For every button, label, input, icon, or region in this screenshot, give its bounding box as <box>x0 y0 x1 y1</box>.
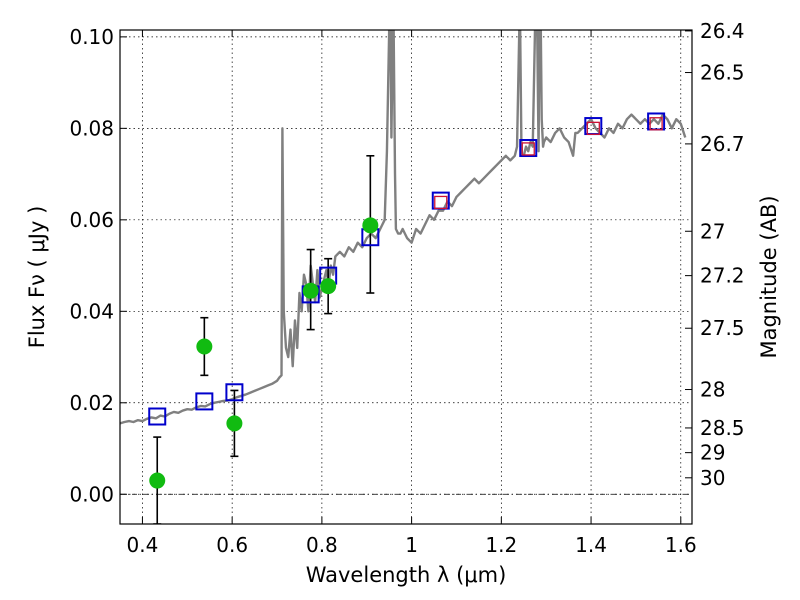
observed-point <box>149 472 166 489</box>
x-tick-label: 0.4 <box>127 533 159 557</box>
mag-tick-label: 26.7 <box>700 132 745 156</box>
model-box-inner <box>521 142 535 156</box>
x-axis-label: Wavelength λ (μm) <box>306 563 507 587</box>
y-tick-label: 0.02 <box>69 391 114 415</box>
observed-point <box>320 278 337 295</box>
mag-tick-label: 26.5 <box>700 61 745 85</box>
observed-point <box>226 415 243 432</box>
mag-tick-label: 28 <box>700 378 725 402</box>
x-tick-label: 1.4 <box>575 533 607 557</box>
plot-content <box>120 30 687 524</box>
spectrum-line <box>120 30 687 425</box>
x-tick-label: 0.6 <box>216 533 248 557</box>
plot-frame <box>119 29 693 525</box>
x-tick-label: 0.8 <box>306 533 338 557</box>
model-box <box>148 407 167 426</box>
x-tick-label: 1.2 <box>485 533 517 557</box>
observed-point <box>362 217 379 234</box>
model-box <box>195 392 214 411</box>
model-box <box>519 139 538 158</box>
x-tick-label: 1.6 <box>665 533 697 557</box>
mag-tick-label: 27.2 <box>700 264 745 288</box>
model-box-inner <box>434 195 448 210</box>
model-box-inner <box>649 117 663 131</box>
axis-ticks: 0.4 0.6 0.8 1 1.2 1.4 1.6 0.00 0.02 0.04 0.06 0.08 0… <box>69 19 744 557</box>
mag-tick-label: 28.5 <box>700 416 745 440</box>
mag-tick-label: 29 <box>700 441 725 465</box>
model-box <box>225 383 244 402</box>
grid-lines <box>120 30 692 524</box>
y-tick-label: 0.04 <box>69 299 114 323</box>
mag-tick-label: 27 <box>700 219 725 243</box>
mag-tick-label: 27.5 <box>700 316 745 340</box>
model-box-inner <box>586 121 600 135</box>
plot-area <box>120 30 692 524</box>
y2-axis-label: Magnitude (AB) <box>757 195 781 358</box>
y-axis-label: Flux Fν ( μJy ) <box>25 206 49 349</box>
mag-tick-label: 30 <box>700 466 725 490</box>
mag-tick-label: 26.4 <box>700 19 745 43</box>
observed-point <box>196 338 213 355</box>
y-tick-label: 0.10 <box>69 25 114 49</box>
y-tick-label: 0.08 <box>69 116 114 140</box>
x-tick-label: 1 <box>405 533 418 557</box>
y-tick-label: 0.00 <box>69 482 114 506</box>
observed-point <box>302 282 319 299</box>
y-tick-label: 0.06 <box>69 208 114 232</box>
